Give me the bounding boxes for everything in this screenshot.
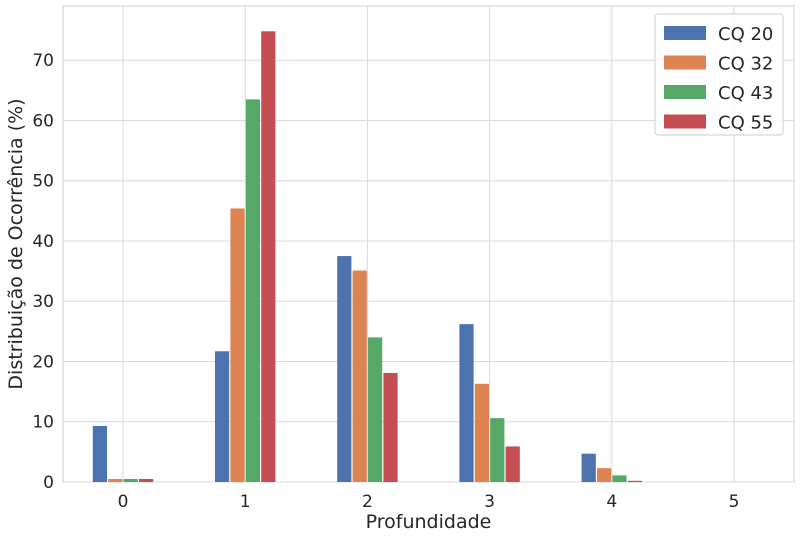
legend-swatch	[664, 55, 706, 70]
y-tick-label: 70	[32, 51, 54, 71]
legend-swatch	[664, 85, 706, 99]
y-tick-label: 20	[32, 352, 54, 372]
bar-cq-43-3	[490, 418, 505, 482]
bar-cq-43-2	[368, 337, 383, 482]
bar-cq-20-4	[581, 453, 596, 482]
bar-cq-43-1	[245, 99, 260, 483]
bar-cq-55-0	[139, 478, 154, 482]
legend-swatch	[664, 26, 706, 40]
x-tick-label: 2	[362, 492, 373, 512]
x-tick-label: 5	[729, 492, 740, 512]
x-tick-label: 3	[484, 492, 495, 512]
bar-cq-20-1	[215, 351, 230, 482]
y-tick-labels: 0 10 20 30 40 50 60 70	[32, 51, 54, 493]
legend-label: CQ 43	[718, 83, 773, 104]
y-tick-label: 0	[43, 473, 54, 493]
y-tick-label: 10	[32, 413, 54, 433]
bar-cq-55-2	[383, 372, 398, 482]
y-axis-label: Distribuição de Ocorrência (%)	[5, 98, 27, 389]
bar-cq-55-4	[627, 480, 642, 482]
bar-cq-55-1	[261, 31, 276, 482]
bar-cq-32-1	[230, 208, 245, 483]
bar-cq-43-4	[612, 475, 627, 482]
bar-cq-32-4	[597, 468, 612, 482]
bar-cq-20-2	[337, 256, 352, 482]
legend-swatch	[664, 114, 706, 129]
bar-cq-32-3	[474, 383, 489, 482]
bar-cq-20-3	[459, 324, 474, 482]
y-tick-label: 60	[32, 111, 54, 131]
legend-box	[654, 13, 784, 136]
legend-label: CQ 55	[718, 113, 773, 134]
x-tick-label: 4	[606, 492, 617, 512]
bar-cq-55-3	[505, 446, 520, 482]
bar-cq-20-0	[92, 425, 107, 482]
y-tick-label: 30	[32, 292, 54, 312]
bar-cq-32-0	[108, 478, 123, 482]
legend-label: CQ 20	[718, 24, 773, 45]
bar-cq-32-2	[352, 270, 367, 482]
y-tick-label: 40	[32, 232, 54, 252]
bar-cq-43-0	[123, 478, 138, 482]
legend: CQ 20 CQ 32 CQ 43 CQ 55	[654, 13, 784, 136]
x-axis-label: Profundidade	[366, 511, 492, 533]
legend-label: CQ 32	[718, 54, 773, 75]
x-tick-labels: 0 1 2 3 4 5	[118, 492, 740, 512]
x-tick-label: 1	[240, 492, 251, 512]
bars	[92, 31, 642, 483]
x-tick-label: 0	[118, 492, 129, 512]
y-tick-label: 50	[32, 172, 54, 192]
